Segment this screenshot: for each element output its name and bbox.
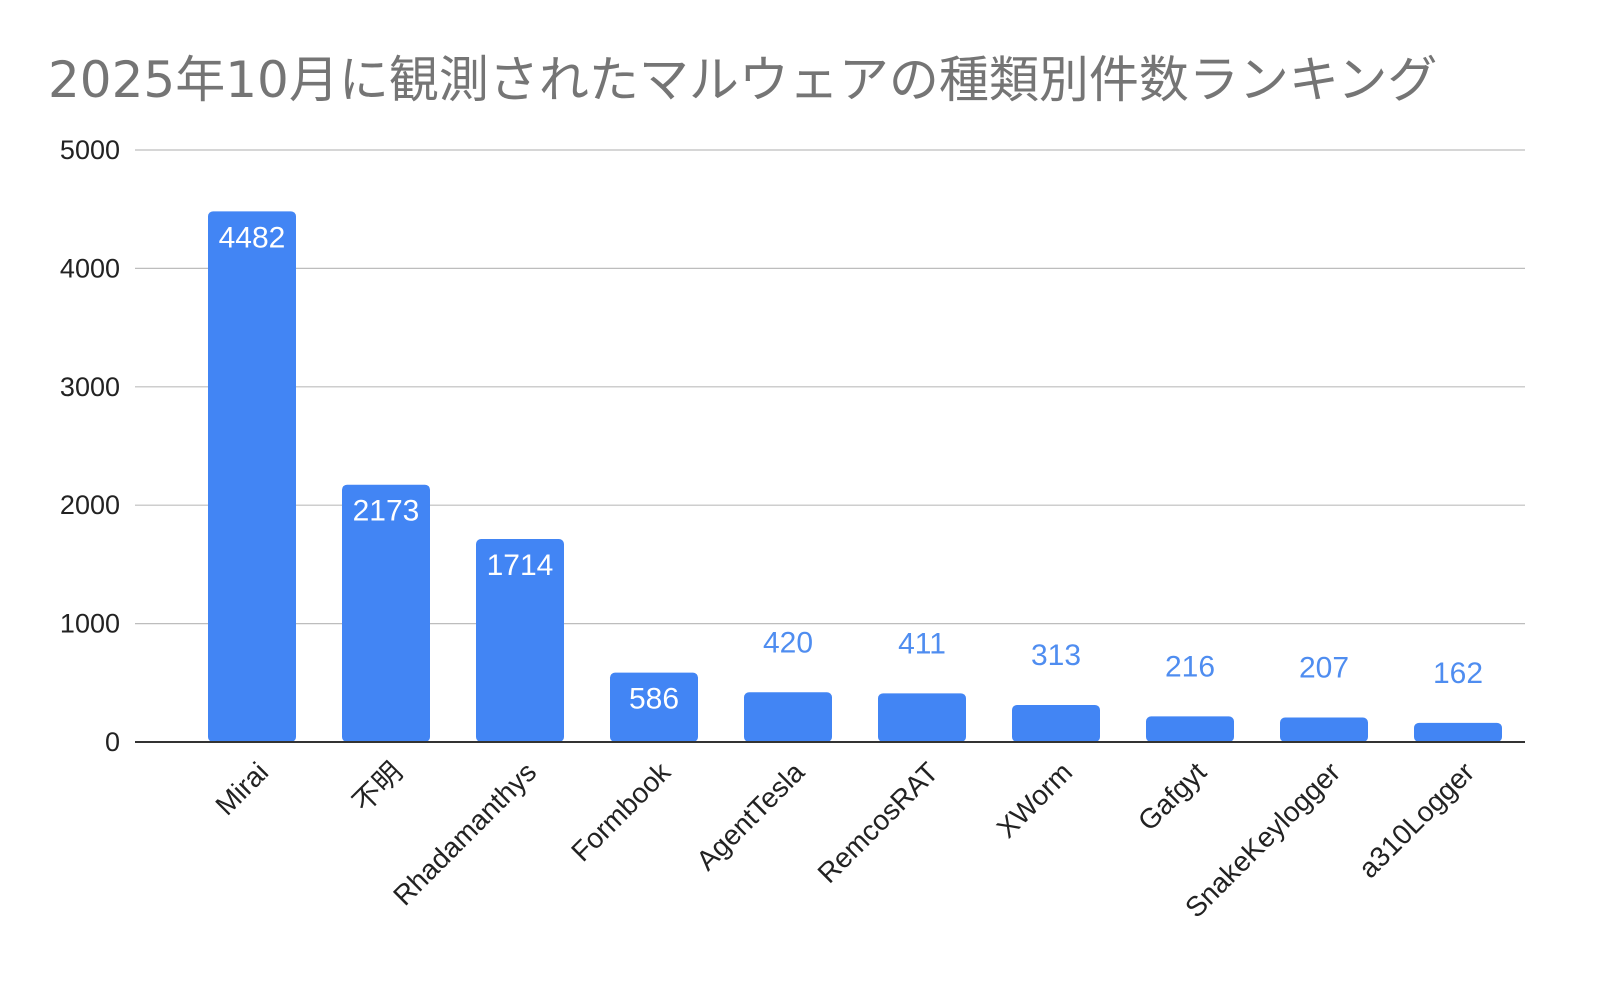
bar-Gafgyt[interactable]: [1146, 716, 1234, 742]
bars: [208, 211, 1502, 743]
data-label-Mirai: 4482: [219, 221, 286, 254]
bar-SnakeKeylogger[interactable]: [1280, 717, 1368, 742]
data-label-XWorm: 313: [1031, 639, 1081, 672]
data-label-不明: 2173: [353, 495, 420, 528]
bar-a310Logger[interactable]: [1414, 722, 1502, 742]
y-tick-label: 1000: [60, 609, 120, 639]
y-axis-ticks: 0 1000 2000 3000 4000 5000: [60, 135, 120, 757]
x-tick-label: XWorm: [991, 756, 1079, 844]
x-tick-label: Mirai: [209, 756, 274, 821]
y-tick-label: 0: [105, 727, 120, 757]
x-tick-label: 不明: [347, 756, 409, 818]
data-label-AgentTesla: 420: [763, 626, 813, 659]
data-label-Gafgyt: 216: [1165, 650, 1215, 683]
x-tick-label: Rhadamanthys: [387, 756, 542, 911]
y-tick-label: 4000: [60, 253, 120, 283]
bar-RemcosRAT[interactable]: [878, 693, 966, 742]
data-labels: 4482 2173 1714 586 420 411 313 216 207 162: [219, 221, 1483, 715]
bar-不明[interactable]: [342, 484, 430, 742]
y-tick-label: 5000: [60, 135, 120, 165]
data-label-a310Logger: 162: [1433, 657, 1483, 690]
y-tick-label: 3000: [60, 372, 120, 402]
data-label-Rhadamanthys: 1714: [487, 549, 554, 582]
data-label-SnakeKeylogger: 207: [1299, 651, 1349, 684]
x-tick-label: Gafgyt: [1132, 756, 1212, 836]
data-label-RemcosRAT: 411: [898, 627, 946, 660]
x-tick-label: RemcosRAT: [812, 756, 945, 889]
data-label-Formbook: 586: [629, 683, 679, 716]
chart-title: 2025年10月に観測されたマルウェアの種類別件数ランキング: [48, 51, 1438, 109]
bar-Mirai[interactable]: [208, 211, 296, 743]
bar-Formbook[interactable]: [610, 672, 698, 742]
y-tick-label: 2000: [60, 490, 120, 520]
bar-Rhadamanthys[interactable]: [476, 539, 564, 742]
bar-XWorm[interactable]: [1012, 704, 1100, 742]
bar-AgentTesla[interactable]: [744, 692, 832, 742]
x-tick-label: a310Logger: [1353, 756, 1481, 884]
x-tick-label: Formbook: [565, 756, 677, 868]
x-tick-label: AgentTesla: [690, 756, 810, 876]
